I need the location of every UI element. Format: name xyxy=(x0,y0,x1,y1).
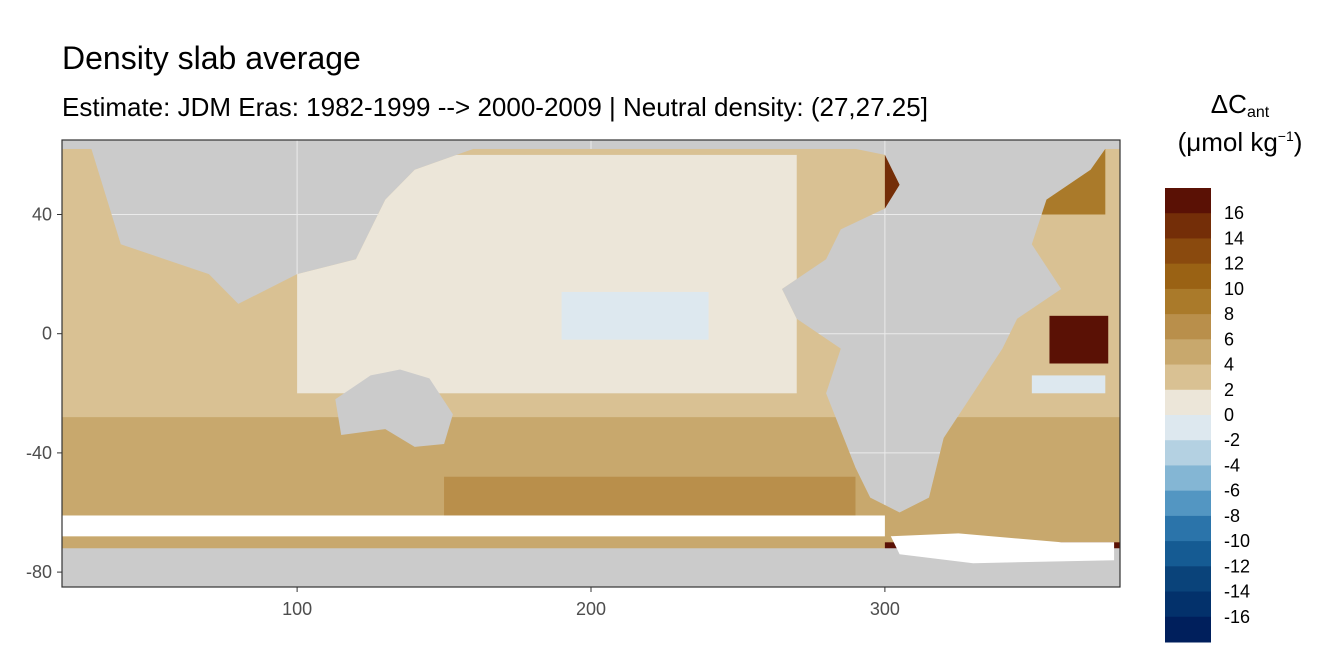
legend-swatch-14 xyxy=(1165,541,1211,567)
legend-label-4: 8 xyxy=(1224,304,1234,324)
legend-swatch-13 xyxy=(1165,515,1211,542)
legend-swatch-5 xyxy=(1165,314,1211,340)
legend-units-sup: −1 xyxy=(1277,128,1294,145)
legend-label-13: -10 xyxy=(1224,531,1250,551)
legend-label-0: 16 xyxy=(1224,203,1244,223)
legend-label-16: -16 xyxy=(1224,607,1250,627)
color-legend: 16 14 12 10 8 6 4 2 0 -2 -4 -6 -8 -10 -12 -14 -16 xyxy=(1165,188,1250,643)
legend-label-1: 14 xyxy=(1224,228,1244,248)
value-region-4 xyxy=(561,291,709,340)
legend-label-7: 2 xyxy=(1224,380,1234,400)
legend-label-3: 10 xyxy=(1224,279,1244,299)
legend-title: ΔCant (μmol kg−1) xyxy=(1160,86,1320,162)
legend-label-6: 4 xyxy=(1224,355,1234,375)
legend-swatch-7 xyxy=(1165,364,1211,391)
legend-title-sub: ant xyxy=(1246,104,1270,121)
y-tick-label-3: -80 xyxy=(26,562,52,582)
y-tick-label-0: 40 xyxy=(32,205,52,225)
legend-label-5: 6 xyxy=(1224,329,1234,349)
legend-label-14: -12 xyxy=(1224,556,1250,576)
value-region-3 xyxy=(444,476,856,519)
legend-swatch-12 xyxy=(1165,490,1211,517)
australia-landmass xyxy=(335,369,453,447)
legend-swatch-8 xyxy=(1165,389,1211,416)
legend-swatch-0 xyxy=(1165,188,1211,214)
x-tick-label-2: 300 xyxy=(870,599,900,619)
legend-label-12: -8 xyxy=(1224,506,1240,526)
sea-ice-band xyxy=(62,515,885,537)
legend-title-variable: ΔCant xyxy=(1160,86,1320,124)
legend-label-2: 12 xyxy=(1224,254,1244,274)
legend-swatch-3 xyxy=(1165,263,1211,290)
legend-swatch-2 xyxy=(1165,238,1211,265)
legend-title-main: ΔC xyxy=(1210,89,1247,119)
legend-title-units: (μmol kg−1) xyxy=(1160,124,1320,162)
legend-label-15: -14 xyxy=(1224,582,1250,602)
value-region-8 xyxy=(1049,315,1109,364)
page-subtitle: Estimate: JDM Eras: 1982-1999 --> 2000-2… xyxy=(62,92,928,122)
legend-units-suffix: ) xyxy=(1293,127,1303,158)
legend-units-prefix: (μmol kg xyxy=(1177,127,1278,158)
x-tick-label-0: 100 xyxy=(282,599,312,619)
value-region-5 xyxy=(1031,375,1106,394)
legend-swatch-11 xyxy=(1165,465,1211,492)
map-panel xyxy=(61,139,1121,588)
legend-label-9: -2 xyxy=(1224,430,1240,450)
legend-label-10: -4 xyxy=(1224,455,1240,475)
x-tick-label-1: 200 xyxy=(576,599,606,619)
legend-label-11: -6 xyxy=(1224,481,1240,501)
legend-swatch-4 xyxy=(1165,288,1211,315)
legend-swatch-17 xyxy=(1165,616,1211,643)
legend-label-8: 0 xyxy=(1224,405,1234,425)
weddell-ice xyxy=(890,533,1115,564)
legend-swatch-15 xyxy=(1165,566,1211,593)
legend-swatch-9 xyxy=(1165,415,1211,441)
y-tick-label-2: -40 xyxy=(26,443,52,463)
legend-swatch-6 xyxy=(1165,339,1211,366)
page-title: Density slab average xyxy=(62,40,361,76)
legend-swatch-16 xyxy=(1165,591,1211,618)
legend-swatch-10 xyxy=(1165,440,1211,466)
legend-swatch-1 xyxy=(1165,213,1211,239)
y-tick-label-1: 0 xyxy=(42,324,52,344)
